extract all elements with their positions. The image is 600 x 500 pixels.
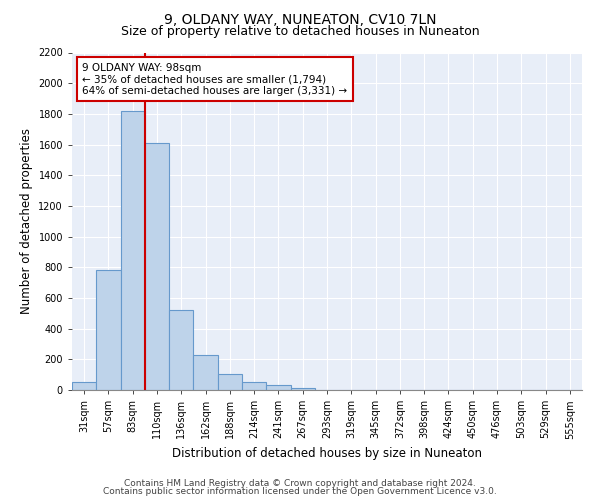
Bar	[169, 310, 193, 390]
Text: Contains HM Land Registry data © Crown copyright and database right 2024.: Contains HM Land Registry data © Crown c…	[124, 478, 476, 488]
Text: Size of property relative to detached houses in Nuneaton: Size of property relative to detached ho…	[121, 25, 479, 38]
X-axis label: Distribution of detached houses by size in Nuneaton: Distribution of detached houses by size …	[172, 447, 482, 460]
Text: 9 OLDANY WAY: 98sqm
← 35% of detached houses are smaller (1,794)
64% of semi-det: 9 OLDANY WAY: 98sqm ← 35% of detached ho…	[82, 62, 347, 96]
Bar	[145, 143, 169, 390]
Bar	[266, 385, 290, 390]
Text: Contains public sector information licensed under the Open Government Licence v3: Contains public sector information licen…	[103, 487, 497, 496]
Y-axis label: Number of detached properties: Number of detached properties	[20, 128, 32, 314]
Bar	[290, 388, 315, 390]
Bar	[96, 270, 121, 390]
Text: 9, OLDANY WAY, NUNEATON, CV10 7LN: 9, OLDANY WAY, NUNEATON, CV10 7LN	[164, 12, 436, 26]
Bar	[121, 111, 145, 390]
Bar	[72, 382, 96, 390]
Bar	[242, 382, 266, 390]
Bar	[218, 374, 242, 390]
Bar	[193, 354, 218, 390]
